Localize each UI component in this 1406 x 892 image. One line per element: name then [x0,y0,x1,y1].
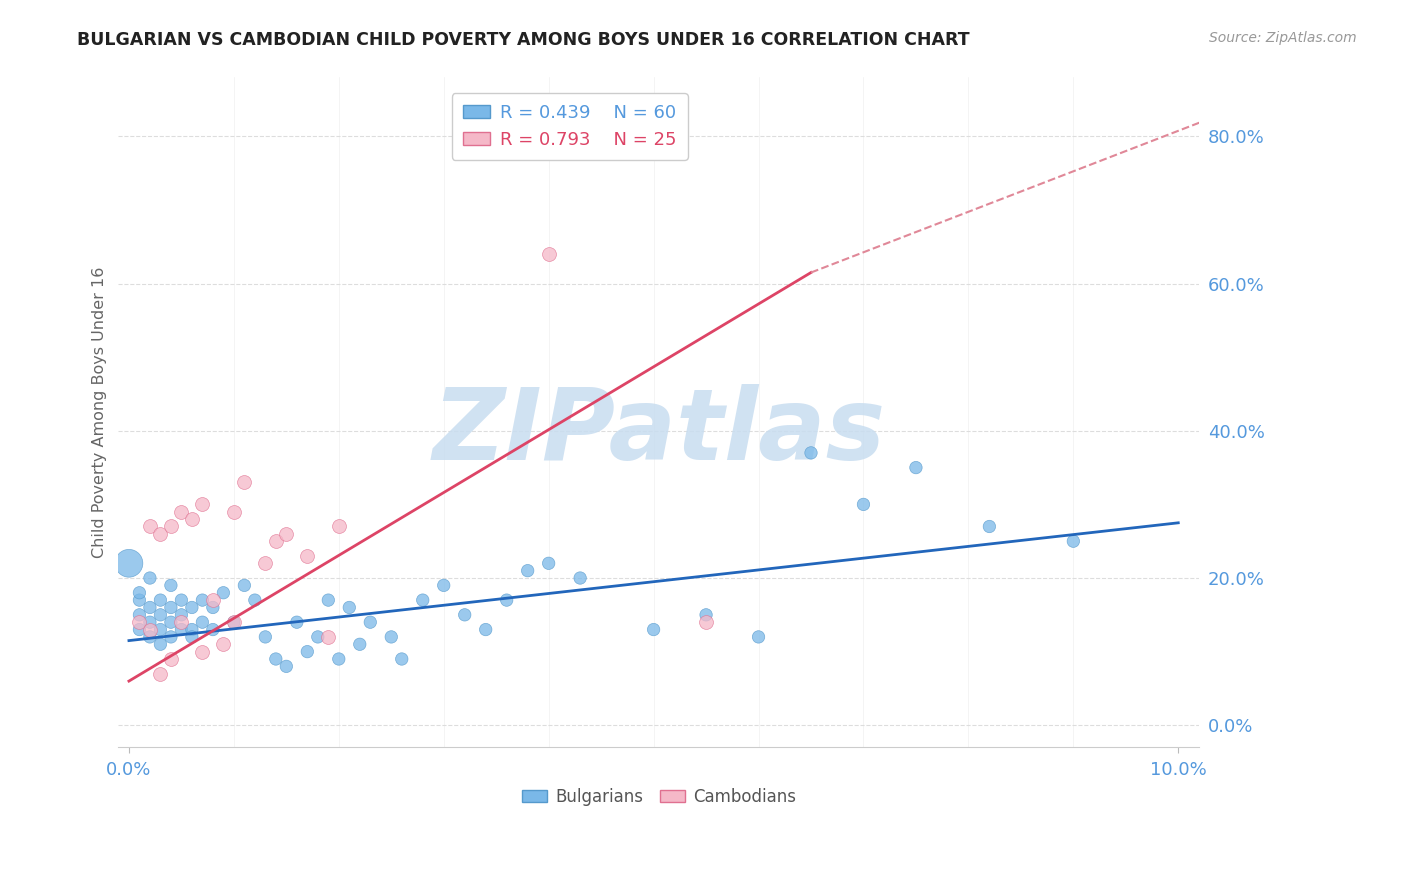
Text: BULGARIAN VS CAMBODIAN CHILD POVERTY AMONG BOYS UNDER 16 CORRELATION CHART: BULGARIAN VS CAMBODIAN CHILD POVERTY AMO… [77,31,970,49]
Y-axis label: Child Poverty Among Boys Under 16: Child Poverty Among Boys Under 16 [93,267,107,558]
Point [170,607,193,622]
Point [139,623,162,637]
Point [160,519,183,533]
Point [285,615,308,630]
Point [297,645,319,659]
Point [643,623,665,637]
Point [160,600,183,615]
Point [537,557,560,571]
Point [191,497,214,511]
Point [160,578,183,592]
Point [212,586,235,600]
Point [391,652,413,666]
Point [254,557,277,571]
Point [201,623,224,637]
Point [191,645,214,659]
Point [128,615,150,630]
Point [149,666,172,681]
Point [139,630,162,644]
Point [904,460,927,475]
Point [569,571,592,585]
Point [139,615,162,630]
Point [233,578,256,592]
Point [318,593,340,607]
Point [349,637,371,651]
Point [337,600,360,615]
Point [307,630,329,644]
Point [516,564,538,578]
Point [433,578,456,592]
Point [454,607,477,622]
Point [222,615,245,630]
Point [380,630,402,644]
Point [128,586,150,600]
Point [233,475,256,490]
Point [201,593,224,607]
Point [160,615,183,630]
Point [118,557,141,571]
Point [170,593,193,607]
Point [537,247,560,261]
Point [212,637,235,651]
Point [128,593,150,607]
Point [264,534,287,549]
Point [139,600,162,615]
Point [1062,534,1084,549]
Point [800,446,823,460]
Text: ZIPatlas: ZIPatlas [432,384,886,481]
Point [979,519,1001,533]
Point [695,615,717,630]
Point [180,512,202,526]
Point [191,593,214,607]
Point [170,623,193,637]
Text: Source: ZipAtlas.com: Source: ZipAtlas.com [1209,31,1357,45]
Point [412,593,434,607]
Point [747,630,769,644]
Legend: Bulgarians, Cambodians: Bulgarians, Cambodians [515,781,803,813]
Point [243,593,266,607]
Point [160,630,183,644]
Point [128,607,150,622]
Point [139,519,162,533]
Point [149,637,172,651]
Point [201,600,224,615]
Point [128,623,150,637]
Point [328,652,350,666]
Point [160,652,183,666]
Point [276,526,298,541]
Point [359,615,381,630]
Point [328,519,350,533]
Point [276,659,298,673]
Point [254,630,277,644]
Point [149,607,172,622]
Point [191,615,214,630]
Point [180,623,202,637]
Point [495,593,517,607]
Point [297,549,319,563]
Point [149,623,172,637]
Point [170,615,193,630]
Point [222,615,245,630]
Point [170,505,193,519]
Point [695,607,717,622]
Point [149,526,172,541]
Point [180,630,202,644]
Point [264,652,287,666]
Point [139,571,162,585]
Point [180,600,202,615]
Point [149,593,172,607]
Point [318,630,340,644]
Point [222,505,245,519]
Point [474,623,496,637]
Point [852,497,875,511]
